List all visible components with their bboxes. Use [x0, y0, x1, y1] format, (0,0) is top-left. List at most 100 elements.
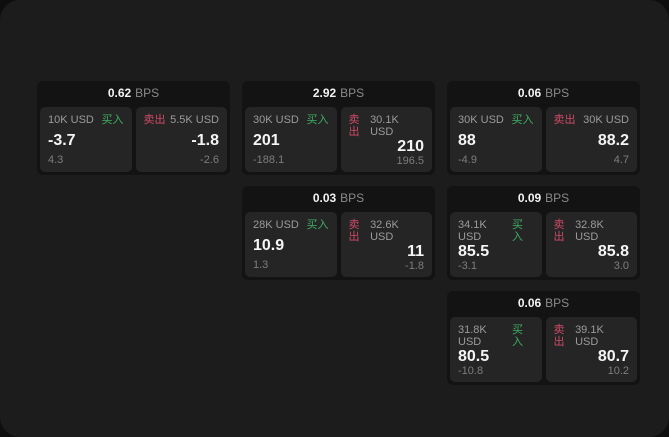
card-body: 34.1K USD 买入 85.5 -3.1 卖出 32.8K USD 85.8…	[450, 212, 637, 277]
sell-panel-top: 卖出 39.1K USD	[554, 324, 630, 348]
card-body: 31.8K USD 买入 80.5 -10.8 卖出 39.1K USD 80.…	[450, 317, 637, 382]
buy-sub-value: -188.1	[253, 154, 285, 166]
buy-amount: 34.1K USD	[458, 219, 487, 243]
buy-panel[interactable]: 31.8K USD 买入 80.5 -10.8	[450, 317, 542, 382]
buy-sub-value: 4.3	[48, 154, 64, 166]
quote-card: 0.03 BPS 28K USD 买入 10.9 1.3 卖出 32.6K US…	[242, 186, 435, 280]
bps-value: 0.06	[517, 295, 542, 310]
sell-panel[interactable]: 卖出 32.8K USD 85.8 3.0	[545, 212, 637, 277]
sell-tag: 卖出	[348, 219, 360, 243]
buy-tag: 买入	[101, 114, 124, 126]
sell-price: 88.2	[597, 131, 629, 149]
sell-price: 210	[397, 138, 424, 155]
sell-amount: 30.1K USD	[370, 114, 399, 138]
buy-tag: 买入	[511, 219, 523, 243]
quote-card: 2.92 BPS 30K USD 买入 201 -188.1 卖出 30.1K …	[242, 81, 435, 175]
card-header: 0.06 BPS	[450, 81, 637, 104]
quote-card: 0.62 BPS 10K USD 买入 -3.7 4.3 卖出 5.5K USD…	[37, 81, 230, 175]
buy-tag: 买入	[511, 114, 534, 126]
card-header: 2.92 BPS	[245, 81, 432, 104]
card-header: 0.62 BPS	[40, 81, 227, 104]
buy-sub-value: -3.1	[458, 260, 477, 272]
sell-panel-top: 卖出 32.8K USD	[554, 219, 630, 243]
card-body: 28K USD 买入 10.9 1.3 卖出 32.6K USD 11 -1.8	[245, 212, 432, 277]
bps-value: 2.92	[312, 85, 337, 100]
buy-price: -3.7	[48, 131, 76, 149]
bps-value: 0.03	[312, 190, 337, 205]
bps-unit: BPS	[340, 190, 365, 205]
bps-value: 0.06	[517, 85, 542, 100]
quote-card: 0.06 BPS 30K USD 买入 88 -4.9 卖出 30K USD 8…	[447, 81, 640, 175]
buy-panel[interactable]: 34.1K USD 买入 85.5 -3.1	[450, 212, 542, 277]
buy-panel-top: 10K USD 买入	[48, 114, 124, 126]
buy-price: 85.5	[458, 243, 490, 260]
bps-value: 0.09	[517, 190, 542, 205]
card-header: 0.06 BPS	[450, 291, 637, 314]
sell-price: -1.8	[191, 131, 219, 149]
buy-panel-top: 28K USD 买入	[253, 219, 329, 231]
sell-sub-value: 3.0	[613, 260, 629, 272]
buy-sub-value: 1.3	[253, 259, 269, 271]
sell-amount: 30K USD	[583, 114, 629, 126]
sell-panel-top: 卖出 32.6K USD	[349, 219, 425, 243]
sell-tag: 卖出	[553, 324, 565, 348]
bps-unit: BPS	[135, 85, 160, 100]
sell-tag: 卖出	[553, 114, 576, 126]
buy-price: 10.9	[253, 236, 285, 254]
cards-grid: 0.62 BPS 10K USD 买入 -3.7 4.3 卖出 5.5K USD…	[37, 81, 640, 385]
bps-unit: BPS	[340, 85, 365, 100]
sell-panel-top: 卖出 30K USD	[554, 114, 630, 126]
sell-panel[interactable]: 卖出 39.1K USD 80.7 10.2	[545, 317, 637, 382]
bps-unit: BPS	[545, 295, 570, 310]
quote-card: 0.06 BPS 31.8K USD 买入 80.5 -10.8 卖出 39.1…	[447, 291, 640, 385]
sell-price: 85.8	[597, 243, 629, 260]
card-header: 0.09 BPS	[450, 186, 637, 209]
sell-tag: 卖出	[553, 219, 565, 243]
bps-unit: BPS	[545, 85, 570, 100]
sell-amount: 5.5K USD	[170, 114, 219, 126]
buy-sub-value: -4.9	[458, 154, 477, 166]
buy-amount: 30K USD	[458, 114, 504, 126]
buy-amount: 28K USD	[253, 219, 299, 231]
sell-sub-value: -2.6	[200, 154, 219, 166]
buy-amount: 10K USD	[48, 114, 94, 126]
card-body: 30K USD 买入 201 -188.1 卖出 30.1K USD 210 1…	[245, 107, 432, 172]
sell-amount: 32.8K USD	[575, 219, 604, 243]
buy-panel-top: 30K USD 买入	[458, 114, 534, 126]
buy-panel[interactable]: 10K USD 买入 -3.7 4.3	[40, 107, 132, 172]
sell-panel-top: 卖出 30.1K USD	[349, 114, 425, 138]
card-body: 10K USD 买入 -3.7 4.3 卖出 5.5K USD -1.8 -2.…	[40, 107, 227, 172]
buy-panel-top: 31.8K USD 买入	[458, 324, 534, 348]
sell-panel[interactable]: 卖出 30.1K USD 210 196.5	[340, 107, 432, 172]
quote-card: 0.09 BPS 34.1K USD 买入 85.5 -3.1 卖出 32.8K…	[447, 186, 640, 280]
bps-value: 0.62	[107, 85, 132, 100]
sell-panel[interactable]: 卖出 5.5K USD -1.8 -2.6	[135, 107, 227, 172]
buy-panel[interactable]: 28K USD 买入 10.9 1.3	[245, 212, 337, 277]
buy-amount: 31.8K USD	[458, 324, 487, 348]
card-body: 30K USD 买入 88 -4.9 卖出 30K USD 88.2 4.7	[450, 107, 637, 172]
sell-sub-value: -1.8	[405, 260, 424, 272]
buy-price: 80.5	[458, 348, 490, 365]
buy-sub-value: -10.8	[458, 365, 484, 377]
buy-panel[interactable]: 30K USD 买入 201 -188.1	[245, 107, 337, 172]
buy-panel[interactable]: 30K USD 买入 88 -4.9	[450, 107, 542, 172]
sell-amount: 39.1K USD	[575, 324, 604, 348]
buy-panel-top: 34.1K USD 买入	[458, 219, 534, 243]
sell-tag: 卖出	[143, 114, 166, 126]
buy-tag: 买入	[306, 114, 329, 126]
sell-amount: 32.6K USD	[370, 219, 399, 243]
buy-price: 201	[253, 131, 280, 149]
bps-unit: BPS	[545, 190, 570, 205]
buy-tag: 买入	[306, 219, 329, 231]
sell-sub-value: 196.5	[396, 155, 424, 167]
sell-panel-top: 卖出 5.5K USD	[144, 114, 220, 126]
sell-panel[interactable]: 卖出 30K USD 88.2 4.7	[545, 107, 637, 172]
buy-tag: 买入	[511, 324, 523, 348]
sell-panel[interactable]: 卖出 32.6K USD 11 -1.8	[340, 212, 432, 277]
buy-price: 88	[458, 131, 476, 149]
sell-tag: 卖出	[348, 114, 360, 138]
sell-price: 80.7	[597, 348, 629, 365]
sell-sub-value: 4.7	[613, 154, 629, 166]
